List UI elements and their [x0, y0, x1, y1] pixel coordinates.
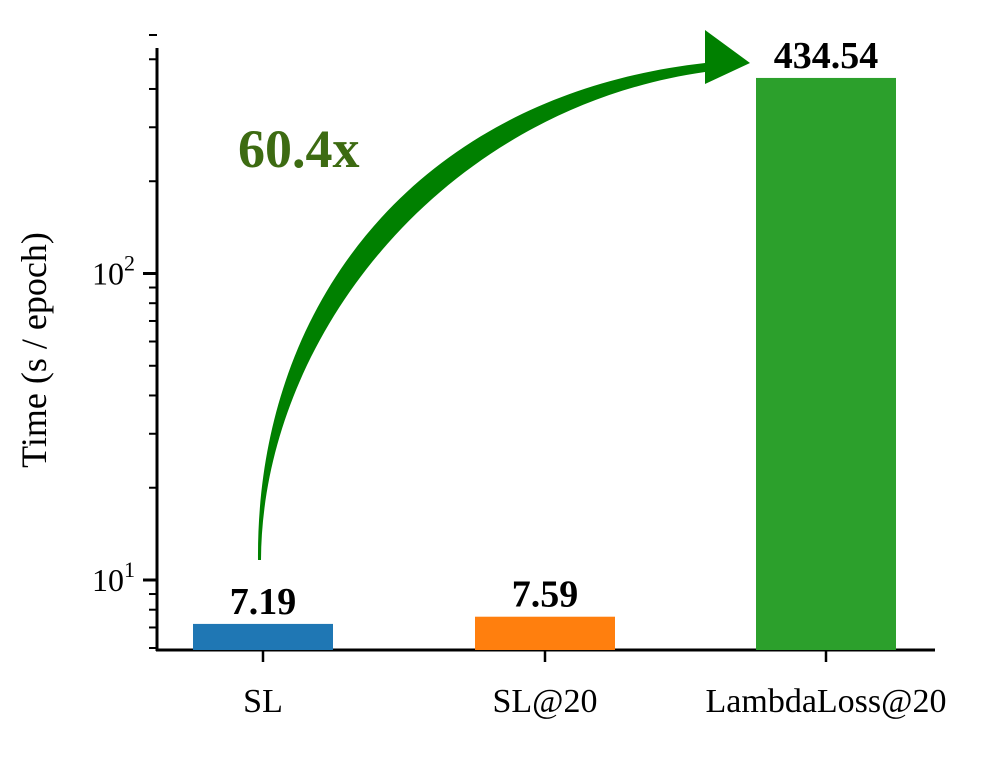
- annotation: 60.4x: [238, 30, 750, 560]
- bars: [193, 77, 896, 651]
- bar-value-label: 7.19: [230, 581, 297, 623]
- x-tick-label: SL@20: [493, 683, 598, 720]
- bar-lambdaloss-20: [756, 77, 896, 651]
- speedup-arrow: [257, 30, 750, 560]
- speedup-annotation: 60.4x: [238, 119, 360, 179]
- bar-sl: [193, 623, 333, 650]
- bar-value-label: 7.59: [512, 574, 579, 616]
- x-tick-label: LambdaLoss@20: [706, 683, 947, 720]
- y-tick-label: 101: [92, 557, 135, 598]
- bar-value-label: 434.54: [774, 35, 879, 77]
- labels: 101 102 Time (s / epoch) SL 7.19 SL@20 7.59 Lam…: [14, 35, 946, 720]
- x-tick-label: SL: [243, 683, 283, 720]
- bar-sl-20: [475, 616, 615, 650]
- y-axis-title: Time (s / epoch): [14, 232, 54, 468]
- y-tick-label: 102: [92, 251, 135, 292]
